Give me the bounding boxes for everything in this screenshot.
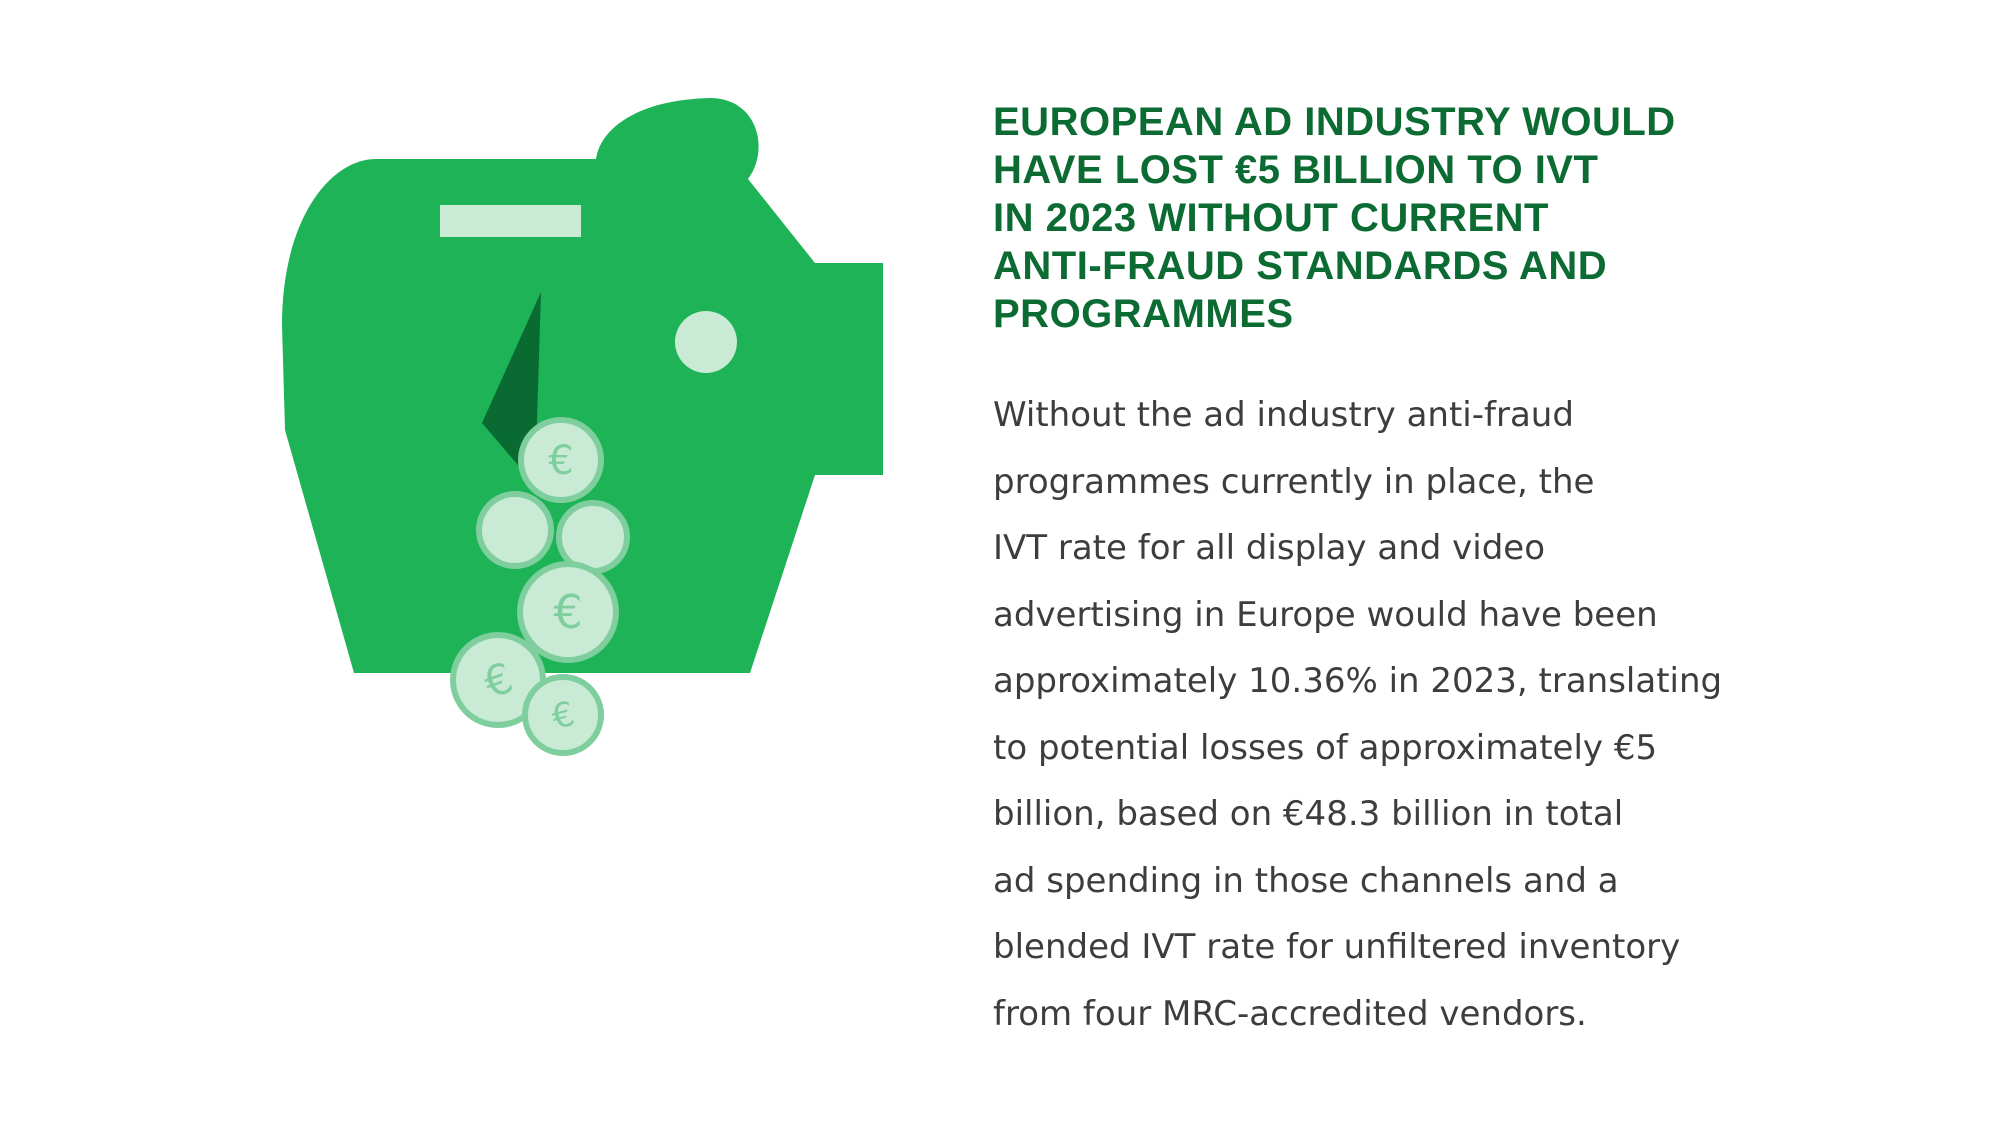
coin-slot (440, 205, 581, 237)
headline-line: ANTI-FRAUD STANDARDS AND (993, 244, 1608, 288)
piggy-bank-body (282, 98, 883, 673)
headline: EUROPEAN AD INDUSTRY WOULD HAVE LOST €5 … (993, 98, 1793, 338)
text-panel: EUROPEAN AD INDUSTRY WOULD HAVE LOST €5 … (993, 98, 1793, 1047)
body-line: Without the ad industry anti-fraud (993, 395, 1574, 435)
euro-symbol: € (553, 585, 582, 639)
euro-coin (518, 417, 604, 503)
body-line: blended IVT rate for unfiltered inventor… (993, 927, 1681, 967)
euro-coin (556, 500, 630, 574)
headline-line: IN 2023 WITHOUT CURRENT (993, 196, 1549, 240)
headline-line: EUROPEAN AD INDUSTRY WOULD (993, 100, 1676, 144)
body-line: IVT rate for all display and video (993, 528, 1546, 568)
body-line: approximately 10.36% in 2023, translatin… (993, 661, 1723, 701)
body-line: to potential losses of approximately €5 (993, 727, 1658, 768)
body-line: advertising in Europe would have been (993, 594, 1658, 635)
euro-coins: € € € € (450, 417, 630, 756)
euro-coin (522, 674, 604, 756)
body-line: programmes currently in place, the (993, 461, 1595, 502)
headline-line: HAVE LOST €5 BILLION TO IVT (993, 148, 1599, 192)
euro-coin (517, 561, 619, 663)
pig-eye (675, 311, 737, 373)
body-line: billion, based on €48.3 billion in total (993, 794, 1624, 834)
headline-line: PROGRAMMES (993, 292, 1294, 336)
body-paragraph: Without the ad industry anti-fraud progr… (993, 382, 1793, 1047)
piggy-bank-illustration: € € € € (270, 90, 910, 770)
broken-piggy-bank-icon: € € € € (282, 98, 883, 756)
body-line: ad spending in those channels and a (993, 860, 1619, 901)
euro-coin (476, 491, 554, 569)
body-line: from four MRC-accredited vendors. (993, 993, 1587, 1034)
euro-symbol: € (548, 438, 573, 484)
